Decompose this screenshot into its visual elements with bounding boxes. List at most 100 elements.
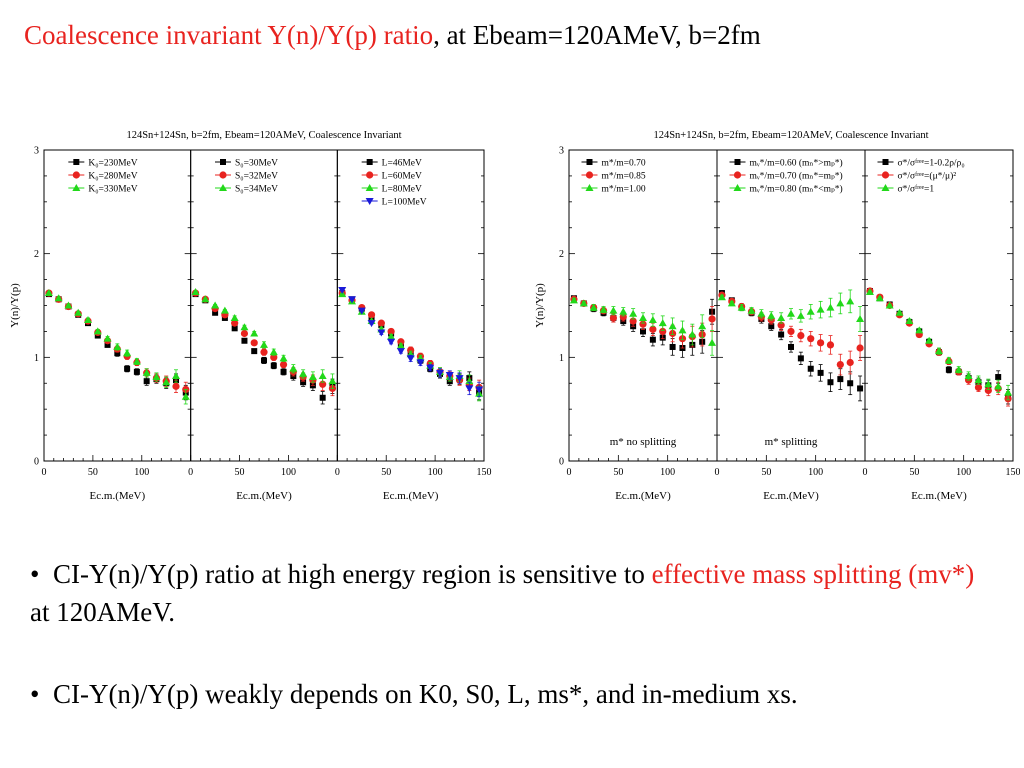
- legend-label: mᵥ*/m=0.60 (mₙ*>mₚ*): [750, 158, 843, 169]
- data-point: [387, 338, 396, 346]
- data-point: [659, 327, 667, 336]
- legend-marker: [219, 184, 227, 191]
- data-point: [796, 311, 805, 319]
- data-point: [240, 323, 249, 331]
- data-point: [64, 301, 73, 309]
- data-point: [816, 305, 825, 313]
- data-point: [856, 314, 865, 322]
- legend-label: m*/m=1.00: [602, 185, 646, 195]
- bullet-1: • CI-Y(n)/Y(p) ratio at high energy regi…: [30, 559, 975, 627]
- data-point: [465, 385, 474, 393]
- bullet-1-highlight: effective mass splitting (mv*): [651, 559, 975, 589]
- chart-right-panel-3-xlabel: Ec.m.(MeV): [911, 490, 967, 502]
- chart-right-ytick-label: 3: [559, 146, 564, 157]
- legend-marker: [219, 171, 227, 179]
- legend-marker: [733, 171, 742, 179]
- data-point: [93, 327, 102, 335]
- data-point: [142, 368, 151, 376]
- chart-left-panel-2-legend-entry: S₀=30MeV: [215, 159, 278, 169]
- data-point: [240, 329, 249, 338]
- data-point: [935, 347, 943, 355]
- chart-left-panel-3: 0 50 100 150 Ec.m.(MeV) L=46MeV L=60MeV L=80MeV…: [335, 149, 492, 502]
- chart-right-panel-3-legend-entry: σ*/σᶠʳᵉᵉ=(μ*/μ)²: [877, 171, 956, 182]
- data-point: [114, 350, 121, 357]
- legend-marker: [585, 171, 594, 179]
- chart-right-panel-2-series-3: [717, 289, 865, 332]
- chart-right-panel-3-xtick-label: 150: [1006, 467, 1021, 478]
- data-point: [426, 364, 435, 372]
- chart-left-panel-2-xtick-label: 50: [235, 467, 245, 478]
- chart-right-ylabel: Y(n)/Y(p): [535, 283, 546, 328]
- data-point: [445, 371, 454, 379]
- data-point: [279, 354, 288, 362]
- data-point: [639, 320, 647, 328]
- data-point: [717, 293, 726, 301]
- data-point: [846, 358, 854, 367]
- chart-right-panel-3-series-3: [865, 288, 1013, 401]
- data-point: [241, 337, 248, 344]
- data-point: [132, 357, 141, 365]
- data-point: [270, 362, 277, 369]
- chart-left-panel-2-legend-entry: S₀=32MeV: [215, 171, 278, 182]
- data-point: [396, 348, 405, 356]
- data-point: [416, 359, 425, 367]
- chart-right-ytick-label: 1: [559, 353, 564, 364]
- chart-right-ytick-label: 0: [559, 457, 564, 468]
- slide-title-red: Coalescence invariant Y(n)/Y(p) ratio: [24, 20, 434, 50]
- data-point: [172, 371, 180, 379]
- chart-left-ylabel: Y(n)/Y(p): [9, 283, 21, 328]
- data-point: [865, 288, 874, 296]
- chart-left-panel-2-series-3: [191, 288, 337, 389]
- data-point: [250, 329, 259, 337]
- data-point: [925, 336, 934, 344]
- data-point: [777, 313, 786, 321]
- data-point: [788, 343, 794, 350]
- data-point: [599, 305, 608, 313]
- data-point: [396, 341, 405, 349]
- chart-right-panel-2-legend-entry: mᵥ*/m=0.70 (mₙ*=mₚ*): [729, 171, 843, 182]
- data-point: [212, 309, 219, 316]
- data-point: [250, 339, 258, 347]
- chart-right-panel-1-xtick-label: 0: [567, 467, 572, 478]
- legend-marker: [733, 184, 742, 191]
- chart-right-panel-1-legend-entry: m*/m=1.00: [581, 184, 646, 195]
- legend-label: m*/m=0.85: [602, 172, 646, 182]
- data-point: [639, 313, 647, 321]
- legend-label: L=100MeV: [382, 198, 427, 208]
- data-point: [875, 294, 884, 302]
- data-point: [747, 306, 756, 314]
- chart-right-panel-3-xtick-label: 50: [909, 467, 919, 478]
- data-point: [103, 334, 112, 342]
- chart-left-panel-3-xtick-label: 0: [335, 467, 340, 478]
- chart-left-panel-3-legend-entry: L=80MeV: [361, 184, 422, 195]
- chart-left-panel-3-legend-entry: L=100MeV: [361, 198, 427, 208]
- data-point: [54, 294, 63, 302]
- data-point: [133, 368, 140, 375]
- legend-label: S₀=32MeV: [235, 172, 278, 182]
- data-point: [767, 311, 776, 319]
- data-point: [836, 360, 844, 369]
- data-point: [995, 374, 1002, 381]
- data-point: [436, 369, 444, 377]
- legend-marker: [72, 184, 81, 191]
- data-point: [826, 303, 835, 311]
- chart-right-panel-2-xtick-label: 50: [761, 467, 771, 478]
- data-point: [837, 376, 844, 383]
- data-point: [357, 307, 366, 315]
- data-point: [280, 368, 287, 375]
- chart-right-panel-3: 0 50 100 150 Ec.m.(MeV) σ*/σᶠʳᵉᵉ=1-0.2ρ/ρ₀ σ*/…: [863, 149, 1021, 502]
- legend-label: L=60MeV: [382, 172, 422, 182]
- data-point: [827, 379, 834, 386]
- chart-left-panel-1-xtick-label: 0: [42, 467, 47, 478]
- legend-label: σ*/σᶠʳᵉᵉ=1-0.2ρ/ρ₀: [898, 159, 965, 169]
- chart-right-panel-1-xtick-label: 100: [660, 467, 675, 478]
- data-point: [289, 364, 298, 372]
- data-point: [619, 307, 628, 315]
- legend-marker: [220, 159, 226, 165]
- data-point: [211, 301, 220, 309]
- data-point: [318, 371, 327, 379]
- data-point: [640, 328, 646, 335]
- legend-marker: [73, 159, 80, 165]
- chart-right-panel-2: 0 50 100 Ec.m.(MeV) m* splitting mᵥ*/m=0.60 (…: [715, 149, 866, 502]
- data-point: [807, 365, 814, 372]
